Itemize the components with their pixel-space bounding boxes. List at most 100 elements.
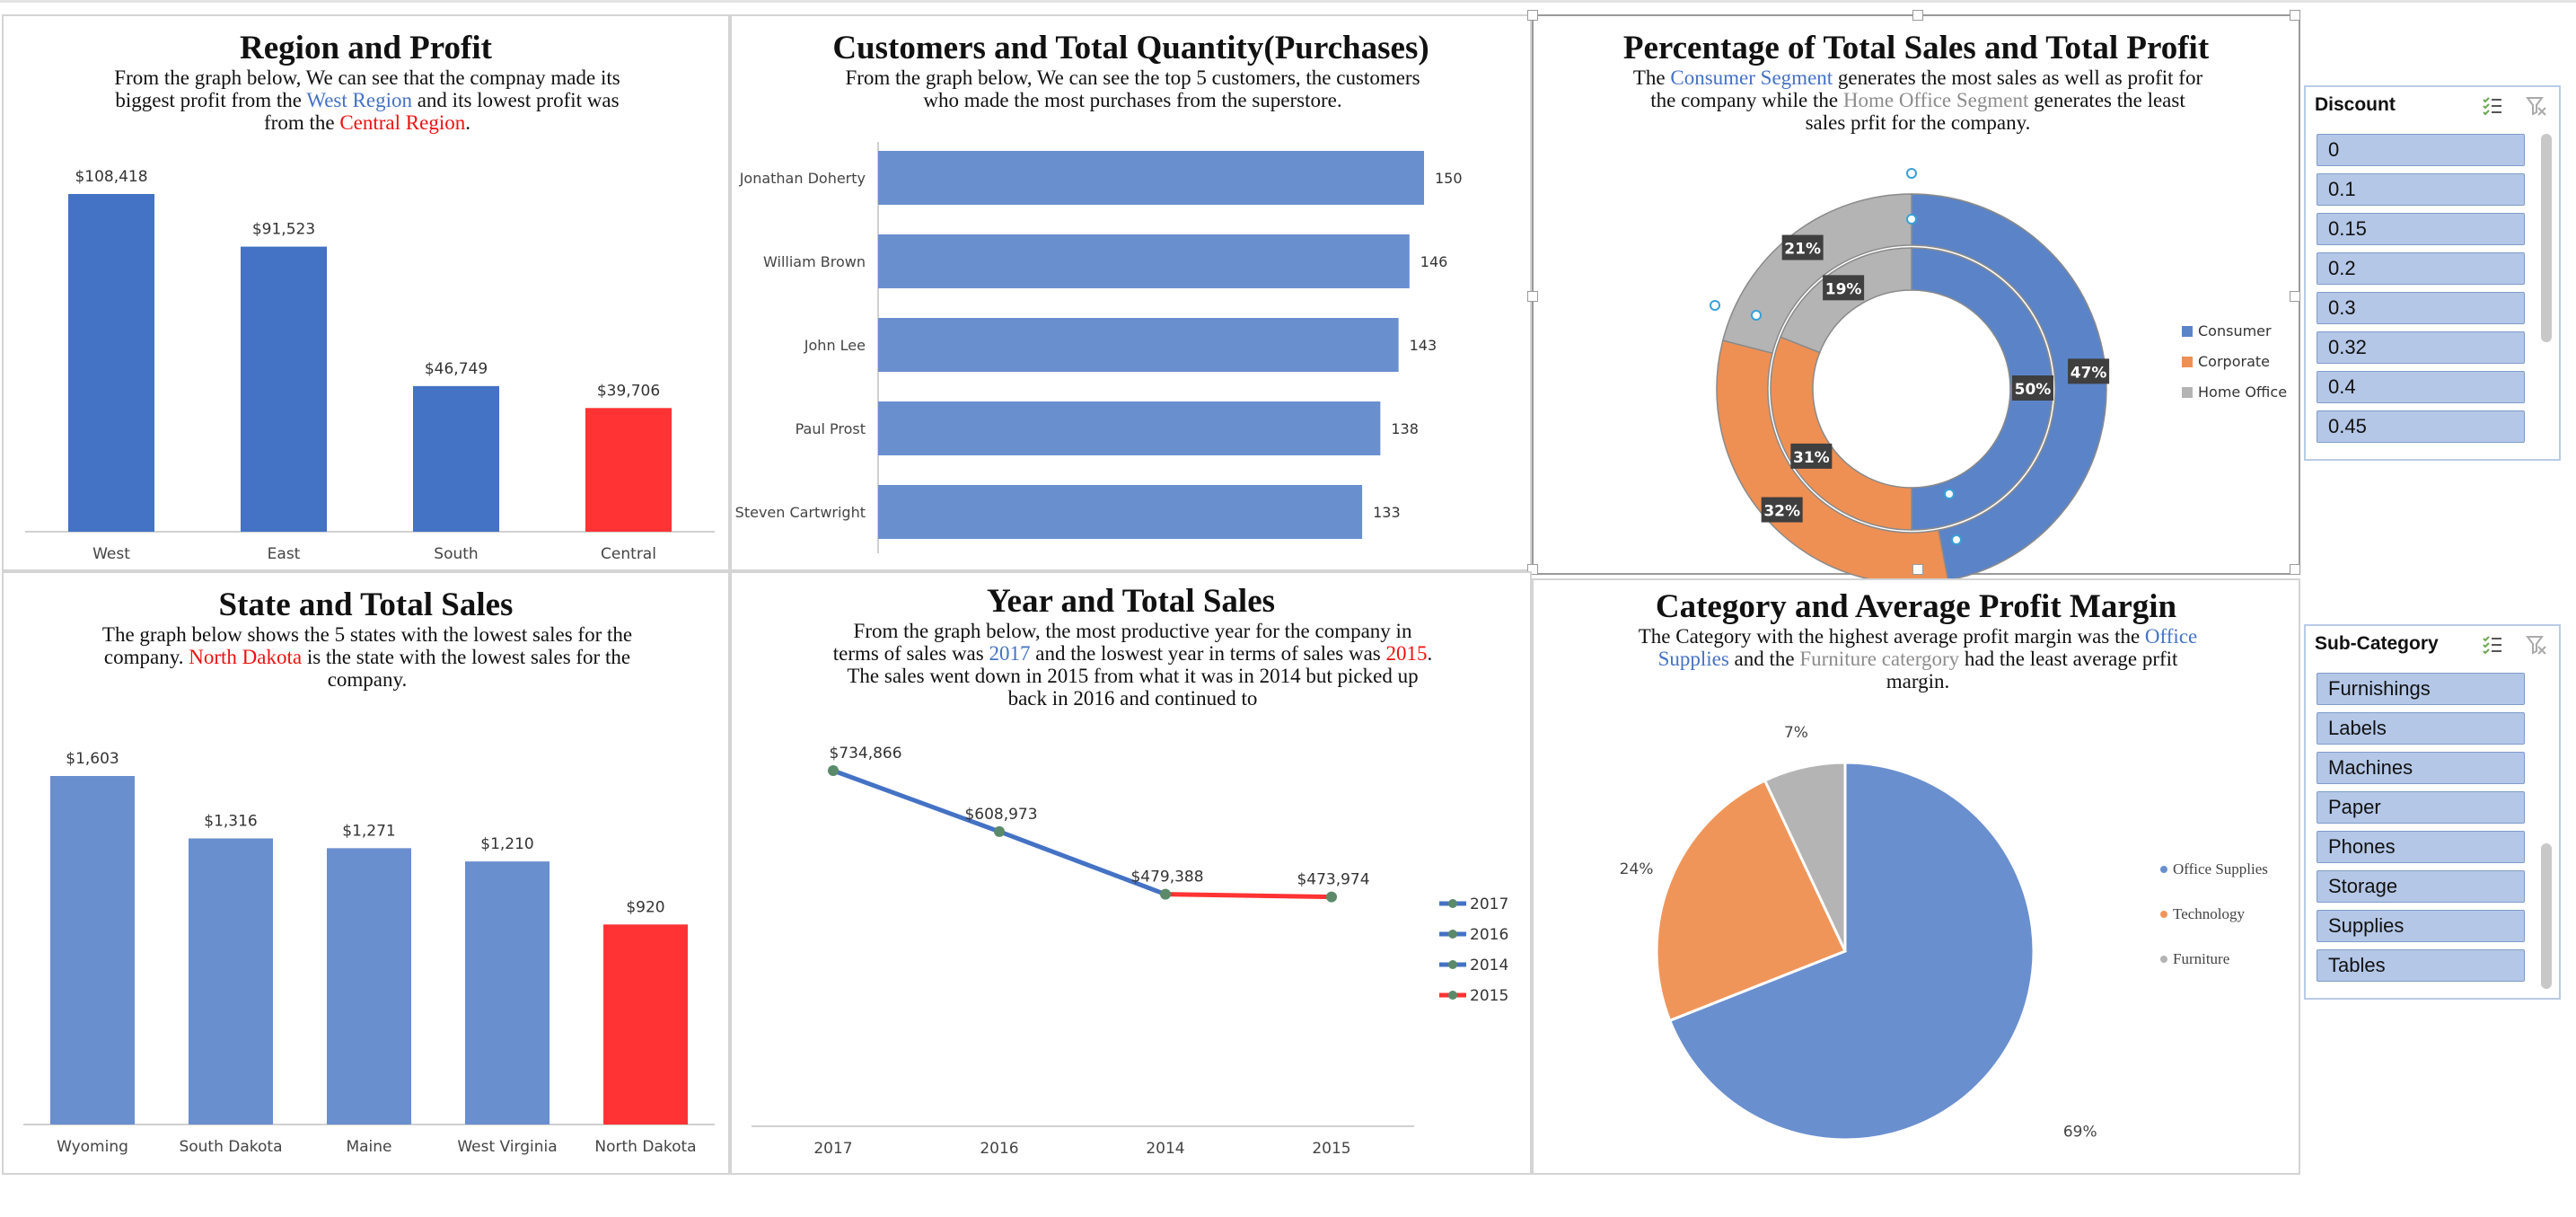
description-line: sales prfit for the company.	[1569, 111, 2266, 134]
inner-ring-segment	[1911, 247, 2053, 531]
highlight-text: Furniture catergory	[1799, 648, 1960, 670]
resize-handle-left[interactable]	[1527, 291, 1538, 302]
y-tick-label: John Lee	[804, 337, 866, 354]
clear-filter-icon[interactable]	[2525, 633, 2548, 657]
legend-label: 2015	[1470, 987, 1508, 1005]
description-text: terms of sales was	[832, 642, 989, 665]
state-sales-panel[interactable]: State and Total Sales The graph below sh…	[2, 571, 730, 1175]
legend-label: 2017	[1470, 895, 1508, 913]
slicer-item[interactable]: 0.32	[2317, 331, 2525, 364]
segment-donut-chart: 47% 32% 21% 50% 31% 19% Consumer Corporate Home …	[1710, 168, 2287, 585]
slicer-item[interactable]: Supplies	[2317, 910, 2525, 942]
slicer-item[interactable]: 0.3	[2317, 292, 2525, 324]
resize-handle-right[interactable]	[2290, 291, 2300, 302]
resize-handle-bottom-right[interactable]	[2290, 564, 2300, 575]
slicer-item[interactable]: Phones	[2317, 831, 2525, 863]
resize-handle-top-right[interactable]	[2290, 10, 2300, 21]
subcategory-slicer-scrollbar[interactable]	[2541, 843, 2552, 989]
slicer-item[interactable]: 0.45	[2317, 410, 2525, 443]
description-text: generates the most sales as well as prof…	[1833, 66, 2203, 89]
description-text: company.	[103, 646, 189, 668]
data-label-box	[1781, 234, 1824, 260]
description-text: is the state with the lowest sales for t…	[302, 646, 631, 668]
x-tick-label: South	[434, 545, 478, 563]
description-line: biggest profit from the West Region and …	[40, 89, 695, 111]
data-point	[1326, 891, 1337, 903]
segment-sales-profit-panel[interactable]: Percentage of Total Sales and Total Prof…	[1527, 10, 2300, 585]
multi-select-icon[interactable]	[2481, 94, 2504, 118]
discount-slicer-scrollbar[interactable]	[2541, 134, 2552, 342]
slicer-item[interactable]: Machines	[2317, 752, 2525, 784]
slicer-item[interactable]: Storage	[2317, 870, 2525, 903]
slicer-item[interactable]: 0	[2317, 134, 2525, 166]
customers-quantity-panel[interactable]: Customers and Total Quantity(Purchases) …	[730, 14, 1532, 571]
resize-handle-top-left[interactable]	[1527, 10, 1538, 21]
description-line: company. North Dakota is the state with …	[40, 646, 695, 668]
description-line: who made the most purchases from the sup…	[786, 89, 1480, 111]
description-line: From the graph below, We can see the top…	[786, 66, 1480, 89]
top-divider	[0, 0, 2576, 3]
series-line-segment	[1165, 892, 1332, 900]
discount-slicer[interactable]: Discount 0 0.1 0.15 0.2 0.3 0.32 0.4 0.45	[2304, 85, 2561, 461]
description-line: Supplies and the Furniture catergory had…	[1587, 648, 2248, 670]
selection-point	[1906, 168, 1917, 179]
category-profit-margin-panel[interactable]: Category and Average Profit Margin The C…	[1532, 578, 2300, 1175]
bar	[878, 485, 1363, 539]
data-label: $734,866	[829, 745, 901, 763]
description-text: back in 2016 and continued to	[1007, 687, 1258, 710]
slicer-item[interactable]: 0.15	[2317, 213, 2525, 245]
data-label: 7%	[1784, 724, 1808, 742]
slicer-item[interactable]: 0.4	[2317, 371, 2525, 403]
x-tick-label: Wyoming	[57, 1138, 128, 1156]
legend-swatch	[2182, 357, 2193, 367]
description-line: From the graph below, We can see that th…	[40, 66, 695, 89]
x-tick-label: 2017	[813, 1140, 852, 1158]
description-text: from the	[264, 111, 340, 134]
bar	[50, 776, 135, 1124]
slicer-item[interactable]: Paper	[2317, 791, 2525, 824]
description-text: had the least average prfit	[1959, 648, 2178, 670]
clear-filter-icon[interactable]	[2525, 94, 2548, 118]
category-profit-margin-title: Category and Average Profit Margin	[1655, 588, 2177, 625]
y-tick-label: William Brown	[763, 253, 866, 270]
description-line: from the Central Region.	[40, 111, 695, 134]
highlight-text: Consumer Segment	[1670, 66, 1833, 89]
x-tick-label: 2016	[980, 1140, 1018, 1158]
resize-handle-bottom[interactable]	[1912, 564, 1923, 575]
slicer-item[interactable]: Furnishings	[2317, 673, 2525, 705]
slicer-item[interactable]: 0.2	[2317, 252, 2525, 285]
description-line: margin.	[1587, 670, 2248, 692]
legend-label: Technology	[2173, 905, 2246, 922]
year-sales-panel[interactable]: Year and Total Sales From the graph belo…	[730, 571, 1532, 1175]
x-tick-label: South Dakota	[179, 1138, 282, 1156]
region-profit-panel[interactable]: Region and Profit From the graph below, …	[2, 14, 730, 571]
bar	[878, 318, 1399, 372]
legend-marker	[1448, 991, 1457, 1000]
data-label-box	[2068, 358, 2110, 384]
description-line: The Category with the highest average pr…	[1587, 625, 2248, 648]
description-text: .	[1427, 642, 1433, 665]
resize-handle-top[interactable]	[1912, 10, 1923, 21]
subcategory-slicer[interactable]: Sub-Category Furnishings Labels Machines Pa…	[2304, 624, 2561, 1000]
data-label: $920	[626, 898, 664, 916]
slicer-item[interactable]: 0.1	[2317, 173, 2525, 206]
slicer-item[interactable]: Labels	[2317, 712, 2525, 745]
outer-ring-segment	[1716, 340, 1949, 585]
y-tick-label: Paul Prost	[796, 420, 866, 437]
series-line-segment	[998, 829, 1166, 897]
highlight-text: 2017	[989, 642, 1031, 665]
multi-select-icon[interactable]	[2481, 633, 2504, 657]
description-text: margin.	[1886, 670, 1950, 692]
y-tick-label: Jonathan Doherty	[739, 170, 866, 187]
legend-marker	[1448, 930, 1457, 939]
legend-label: 2014	[1470, 957, 1508, 974]
x-tick-label: 2015	[1312, 1140, 1350, 1158]
data-label-box	[1761, 497, 1803, 523]
highlight-text: Central Region	[339, 111, 466, 134]
year-sales-title: Year and Total Sales	[986, 583, 1276, 620]
x-tick-label: West Virginia	[457, 1138, 557, 1156]
slicer-item[interactable]: Tables	[2317, 949, 2525, 982]
category-pie-chart: 69% 24% 7% Office Supplies Technology Furnitu…	[1620, 724, 2268, 1142]
data-label: 69%	[2063, 1124, 2097, 1142]
legend-swatch	[2160, 866, 2167, 873]
